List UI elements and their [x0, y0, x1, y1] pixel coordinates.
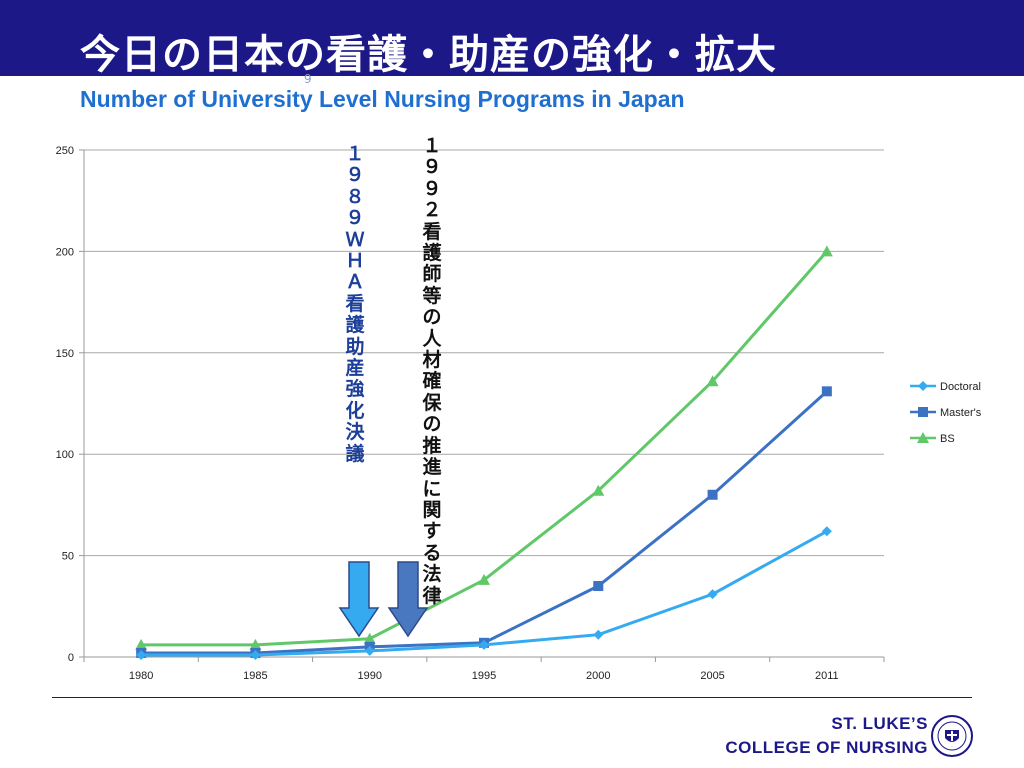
y-tick-label-250: 250 — [56, 145, 74, 157]
point-doctoral-2011 — [821, 526, 832, 537]
wha-text-char-12: 化 — [345, 399, 365, 422]
point-bs-2005 — [706, 375, 719, 387]
legend-marker-bs — [917, 432, 929, 443]
brand-name-line1: ST. LUKE’S — [831, 714, 928, 733]
x-tick-label-1985: 1985 — [243, 670, 267, 682]
series-line-doctoral — [141, 529, 828, 657]
wha-text-char-1: ９ — [345, 164, 365, 187]
brand-name-line2: COLLEGE OF NURSING — [725, 738, 928, 757]
point-bs-1990 — [363, 632, 376, 644]
wha-text-char-7: 看 — [345, 292, 365, 315]
law-text-char-2: ９ — [422, 177, 442, 200]
wha-text-char-13: 決 — [345, 421, 365, 444]
x-tick-label-1980: 1980 — [129, 670, 153, 682]
point-masters-2005 — [707, 489, 718, 500]
law-text-char-9: 人 — [422, 327, 442, 350]
point-bs-2011 — [820, 245, 833, 257]
law-text-char-3: ２ — [422, 199, 442, 222]
point-bs-1995 — [478, 573, 490, 585]
law-text-char-15: 進 — [422, 456, 442, 479]
point-doctoral-1990 — [364, 645, 375, 656]
arrow-1989 — [338, 561, 380, 638]
law-text-char-14: 推 — [422, 434, 442, 457]
wha-text-char-0: １ — [345, 143, 365, 165]
slide-subtitle: Number of University Level Nursing Progr… — [80, 86, 685, 112]
point-bs-2000 — [592, 484, 605, 496]
wha-text-char-6: Ａ — [345, 271, 365, 294]
point-doctoral-2000 — [593, 629, 604, 640]
series-line-bs — [141, 250, 828, 647]
law-text-char-21: 律 — [422, 584, 442, 607]
law-text-char-20: 法 — [422, 563, 442, 586]
x-tick-label-1995: 1995 — [472, 670, 496, 682]
law-text-char-6: 師 — [422, 263, 442, 286]
legend-marker-doctoral — [918, 381, 928, 391]
college-seal-logo — [931, 715, 973, 757]
law-text-char-1: ９ — [422, 156, 442, 179]
law-text-char-10: 材 — [422, 349, 442, 372]
point-doctoral-1985 — [250, 649, 261, 660]
wha-text-char-14: 議 — [345, 442, 365, 465]
y-tick-label-150: 150 — [56, 348, 74, 360]
law-text-char-19: る — [422, 541, 442, 564]
x-tick-label-2000: 2000 — [586, 670, 610, 682]
y-tick-label-0: 0 — [68, 652, 74, 664]
legend-label-bs: BS — [940, 433, 955, 445]
arrow-1992 — [387, 561, 429, 638]
x-tick-label-2011: 2011 — [815, 670, 839, 682]
wha-text-char-8: 護 — [345, 314, 365, 337]
law-text-char-8: の — [422, 306, 442, 329]
legend-marker-masters — [918, 407, 928, 417]
point-doctoral-1980 — [136, 649, 147, 660]
slide-number: 9 — [304, 72, 312, 86]
legend-label-masters: Master's — [940, 407, 982, 419]
point-masters-2000 — [593, 581, 604, 592]
header-band — [0, 0, 1024, 76]
y-tick-label-200: 200 — [56, 246, 74, 258]
law-text-char-16: に — [422, 477, 442, 500]
law-text-char-5: 護 — [422, 242, 442, 265]
law-text-char-13: の — [422, 413, 442, 436]
wha-text-char-5: Ｈ — [345, 250, 365, 273]
point-doctoral-2005 — [707, 589, 718, 600]
law-text-char-4: 看 — [422, 220, 442, 243]
point-masters-2011 — [821, 386, 832, 397]
wha-text-char-10: 産 — [345, 357, 365, 380]
y-tick-label-100: 100 — [56, 449, 74, 461]
wha-text-char-2: ８ — [345, 185, 365, 208]
wha-text-char-9: 助 — [345, 335, 365, 358]
law-text-char-7: 等 — [422, 284, 442, 307]
y-tick-label-50: 50 — [62, 551, 74, 563]
series-line-masters — [141, 390, 828, 655]
law-text-char-0: １ — [422, 135, 442, 157]
wha-text-char-11: 強 — [345, 378, 365, 401]
footer-divider — [52, 697, 972, 698]
point-bs-1985 — [249, 638, 262, 650]
law-text-char-17: 関 — [422, 498, 442, 521]
x-tick-label-1990: 1990 — [357, 670, 381, 682]
slide-title: 今日の日本の看護・助産の強化・拡大 — [80, 32, 777, 78]
point-doctoral-1995 — [479, 639, 489, 650]
law-text-char-18: す — [422, 520, 442, 543]
legend-label-doctoral: Doctoral — [940, 381, 981, 393]
x-tick-label-2005: 2005 — [700, 670, 724, 682]
law-text-char-11: 確 — [422, 370, 442, 393]
wha-text-char-3: ９ — [345, 207, 365, 230]
point-bs-1980 — [135, 638, 148, 650]
wha-text-char-4: Ｗ — [345, 228, 365, 251]
law-text-char-12: 保 — [422, 391, 442, 414]
